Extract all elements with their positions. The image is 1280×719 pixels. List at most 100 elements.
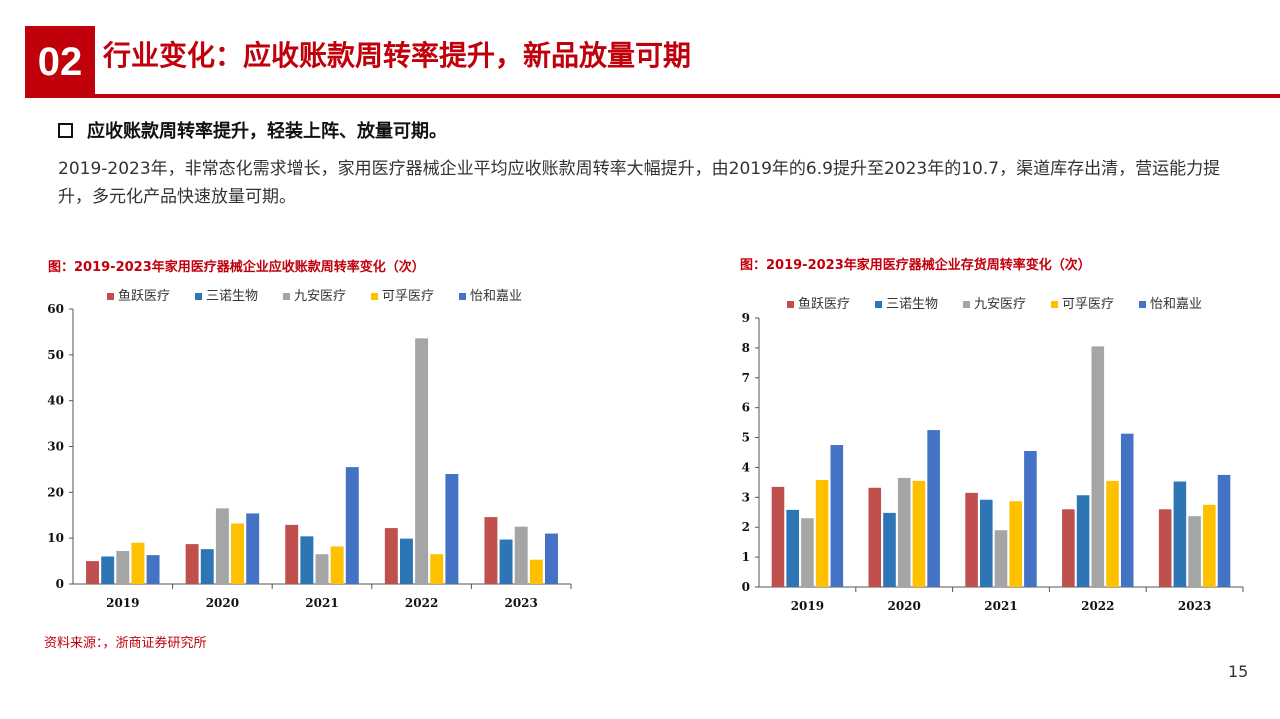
chart-1-bar-鱼跃医疗-2022 <box>384 528 398 584</box>
square-bullet-icon <box>58 122 73 138</box>
chart-2-bar-可孚医疗-2023 <box>1203 504 1216 587</box>
chart-2-y-tick-label: 1 <box>742 550 750 564</box>
chart-2-y-tick-label: 8 <box>742 341 750 355</box>
chart-2-y-tick-label: 5 <box>742 431 750 445</box>
chart-1-title: 图：2019-2023年家用医疗器械企业应收账款周转率变化（次） <box>48 260 425 275</box>
chart-2-bar-可孚医疗-2019 <box>815 479 829 587</box>
chart-2-bar-三诺生物-2020 <box>883 512 896 587</box>
chart-2-bar-怡和嘉业-2022 <box>1120 433 1134 587</box>
chart-2-x-tick-label: 2020 <box>887 599 920 613</box>
chart-1-legend-label-4: 可孚医疗 <box>382 289 434 304</box>
chart-2-bar-三诺生物-2022 <box>1076 495 1090 587</box>
chart-1-y-tick-label: 40 <box>47 394 64 408</box>
chart-1-bar-怡和嘉业-2021 <box>345 467 359 584</box>
chart-1-bar-可孚医疗-2020 <box>231 523 245 584</box>
chart-1-bar-三诺生物-2021 <box>300 536 314 584</box>
chart-1-bar-三诺生物-2019 <box>101 556 115 584</box>
page-title: 行业变化：应收账款周转率提升，新品放量可期 <box>103 39 692 72</box>
chart-2-bar-鱼跃医疗-2020 <box>868 487 882 587</box>
chart-1-bar-鱼跃医疗-2023 <box>484 517 498 584</box>
chart-1-bar-九安医疗-2019 <box>116 551 130 584</box>
chart-2-bar-三诺生物-2023 <box>1173 481 1187 587</box>
chart-1-bar-九安医疗-2020 <box>215 508 229 584</box>
chart-2-legend-label-1: 鱼跃医疗 <box>798 296 850 312</box>
chart-1-legend-label-3: 九安医疗 <box>294 289 346 304</box>
chart-1-legend-swatch-2 <box>195 293 202 300</box>
chart-2-bar-可孚医疗-2022 <box>1106 480 1119 587</box>
chart-1-x-tick-label: 2021 <box>305 596 338 610</box>
chart-1-bar-可孚医疗-2023 <box>529 559 543 584</box>
bullet-heading: 应收账款周转率提升，轻装上阵、放量可期。 <box>58 117 447 143</box>
chart-1-bar-怡和嘉业-2019 <box>146 555 160 584</box>
chart-1-bar-三诺生物-2023 <box>499 539 513 584</box>
title-underline <box>95 26 1280 98</box>
chart-2-legend-label-3: 九安医疗 <box>974 297 1026 312</box>
chart-2-legend-swatch-2 <box>875 301 882 308</box>
chart-1-bar-可孚医疗-2021 <box>330 546 344 584</box>
chart-1-legend-swatch-5 <box>459 293 466 300</box>
chart-2-bar-鱼跃医疗-2019 <box>771 486 785 587</box>
chart-2-bar-鱼跃医疗-2022 <box>1062 509 1075 587</box>
chart-1-bar-怡和嘉业-2023 <box>545 533 558 584</box>
chart-2-bar-九安医疗-2020 <box>897 477 911 587</box>
chart-1-bar-怡和嘉业-2020 <box>246 513 260 584</box>
chart-1-legend-swatch-3 <box>283 293 290 300</box>
chart-2-bar-九安医疗-2023 <box>1188 516 1201 587</box>
chart-2-bar-九安医疗-2019 <box>801 518 814 587</box>
chart-1-bar-三诺生物-2020 <box>200 549 214 584</box>
chart-2-y-tick-label: 7 <box>742 371 750 385</box>
source-note: 资料来源：，浙商证券研究所 <box>44 636 207 651</box>
chart-2-legend-label-5: 怡和嘉业 <box>1150 297 1202 312</box>
chart-2-x-tick-label: 2019 <box>791 599 824 613</box>
chart-1-x-tick-label: 2022 <box>405 596 438 610</box>
chart-2-bar-鱼跃医疗-2023 <box>1158 509 1172 587</box>
chart-1-bar-九安医疗-2021 <box>315 554 329 584</box>
chart-2-bar-怡和嘉业-2023 <box>1217 474 1231 587</box>
chart-2-y-tick-label: 6 <box>742 401 750 415</box>
chart-2-bar-怡和嘉业-2019 <box>830 445 844 587</box>
chart-2-bar-可孚医疗-2020 <box>912 480 926 587</box>
body-paragraph: 2019-2023年，非常态化需求增长，家用医疗器械企业平均应收账款周转率大幅提… <box>58 159 1221 207</box>
chart-1-bar-鱼跃医疗-2021 <box>285 524 299 584</box>
chart-1-y-tick-label: 50 <box>47 348 64 362</box>
chart-1-legend-swatch-1 <box>107 293 114 300</box>
chart-2-x-tick-label: 2022 <box>1081 599 1114 613</box>
chart-1-bar-可孚医疗-2019 <box>131 542 145 584</box>
chart-2-legend-label-2: 三诺生物 <box>886 297 938 312</box>
chart-2-y-tick-label: 4 <box>742 460 750 474</box>
chart-1-y-tick-label: 30 <box>47 440 64 454</box>
chart-1-y-tick-label: 0 <box>56 577 64 591</box>
chart-1-bar-鱼跃医疗-2019 <box>86 561 99 584</box>
chart-2-bar-怡和嘉业-2020 <box>927 430 940 587</box>
chart-2-x-tick-label: 2021 <box>984 599 1017 613</box>
chart-2-legend-label-4: 可孚医疗 <box>1062 297 1114 312</box>
chart-2-legend-swatch-4 <box>1051 301 1058 308</box>
chart-2-bar-可孚医疗-2021 <box>1009 501 1023 587</box>
chart-1-x-tick-label: 2019 <box>106 596 139 610</box>
chart-2-bar-三诺生物-2021 <box>979 499 993 587</box>
page-number: 15 <box>1228 662 1249 681</box>
chart-1-legend-swatch-4 <box>371 293 378 300</box>
chart-2-bar-三诺生物-2019 <box>786 509 799 587</box>
chart-2-y-tick-label: 2 <box>742 520 750 534</box>
chart-2-bar-鱼跃医疗-2021 <box>965 492 978 587</box>
chart-1-bar-九安医疗-2023 <box>514 526 528 584</box>
chart-1-y-tick-label: 20 <box>47 485 64 499</box>
chart-1-x-tick-label: 2020 <box>206 596 239 610</box>
chart-1-bar-鱼跃医疗-2020 <box>185 544 199 584</box>
chart-2-y-tick-label: 9 <box>742 311 750 325</box>
chart-1-bar-怡和嘉业-2022 <box>445 474 459 584</box>
chart-2-x-tick-label: 2023 <box>1178 599 1211 613</box>
chart-2-bar-怡和嘉业-2021 <box>1024 451 1037 587</box>
bullet-heading-text: 应收账款周转率提升，轻装上阵、放量可期。 <box>87 121 447 142</box>
chart-1-y-tick-label: 60 <box>47 302 64 316</box>
chart-1-bar-可孚医疗-2022 <box>430 554 444 584</box>
chart-1-x-tick-label: 2023 <box>504 596 537 610</box>
chart-2-legend-swatch-1 <box>787 301 794 308</box>
chart-1-y-tick-label: 10 <box>47 531 64 545</box>
chart-1-bar-九安医疗-2022 <box>415 338 429 584</box>
chart-1-legend-label-5: 怡和嘉业 <box>470 289 522 304</box>
chart-2-legend-swatch-5 <box>1139 301 1146 308</box>
chart-1-legend-label-2: 三诺生物 <box>206 289 258 304</box>
